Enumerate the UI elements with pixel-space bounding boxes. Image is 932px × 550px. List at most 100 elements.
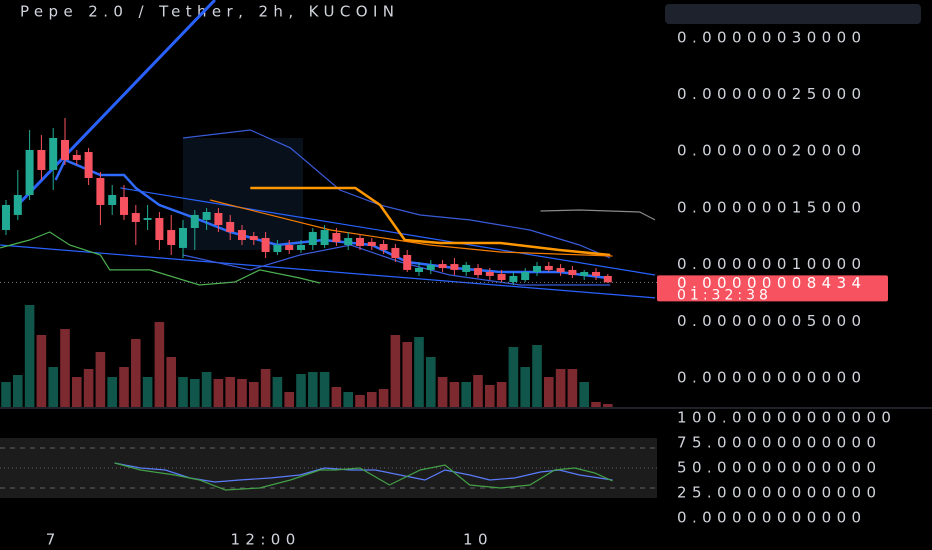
- candle-body: [379, 243, 388, 250]
- volume-bar: [343, 392, 353, 407]
- price-tag-label: 0.00000008434: [677, 274, 867, 292]
- volume-bar: [591, 402, 601, 407]
- volume-bar: [48, 367, 58, 407]
- candle-body: [320, 230, 329, 245]
- y-tick-label: 25.00000000000: [677, 484, 881, 502]
- candle-body: [580, 271, 589, 276]
- volume-bar: [1, 382, 11, 407]
- volume-bar: [36, 335, 47, 407]
- candle-body: [497, 274, 506, 281]
- candle-body: [238, 230, 246, 241]
- volume-bar: [532, 345, 542, 407]
- x-tick-label: 10: [463, 531, 493, 549]
- volume-bar: [355, 395, 365, 407]
- volume-bar: [367, 392, 377, 407]
- volume-bar: [107, 377, 117, 407]
- candle-body: [332, 232, 341, 242]
- volume-bar: [402, 342, 412, 407]
- y-tick-label: 0.00000020000: [677, 142, 867, 160]
- volume-bar: [60, 329, 70, 407]
- volume-bar: [319, 372, 330, 407]
- indicator-line: [182, 244, 611, 286]
- indicator-line: [120, 187, 656, 276]
- candle-body: [226, 221, 235, 232]
- candle-body: [2, 204, 10, 231]
- volume-bar: [166, 357, 176, 407]
- candle-body: [202, 212, 211, 220]
- indicator-line: [16, 0, 216, 207]
- candle-body: [356, 237, 364, 247]
- candle-body: [273, 244, 282, 253]
- candle-body: [131, 213, 140, 222]
- volume-bar: [603, 404, 613, 407]
- volume-bar: [131, 339, 141, 407]
- y-tick-label: 100.00000000000: [677, 409, 896, 427]
- candle-body: [190, 214, 199, 228]
- candle-body: [509, 275, 518, 282]
- indicator-line: [250, 186, 611, 257]
- candle-body: [556, 268, 565, 272]
- candle-body: [403, 254, 412, 270]
- volume-bar: [119, 367, 129, 407]
- volume-bar: [225, 377, 235, 407]
- candle-body: [568, 269, 577, 276]
- candle-body: [143, 218, 152, 220]
- candle-body: [120, 197, 128, 215]
- y-tick-label: 0.00000005000: [677, 312, 867, 330]
- volume-bar: [296, 374, 306, 407]
- candle-body: [415, 268, 423, 272]
- candle-body: [426, 264, 435, 270]
- toolbar-box[interactable]: [665, 4, 921, 24]
- volume-bar: [272, 377, 283, 407]
- y-tick-label: 50.00000000000: [677, 459, 881, 477]
- indicator-line: [182, 129, 611, 259]
- candle-body: [96, 177, 105, 205]
- volume-bar: [142, 377, 153, 407]
- volume-bar: [190, 379, 200, 407]
- y-tick-label: 0.00000000000: [677, 368, 867, 386]
- candle-body: [261, 237, 270, 253]
- volume-bar: [485, 385, 495, 407]
- volume-bar: [249, 382, 259, 407]
- volume-bar: [154, 322, 165, 407]
- candle-body: [521, 271, 530, 281]
- candle-body: [37, 149, 46, 170]
- indicator-line: [209, 199, 613, 257]
- volume-bar: [426, 357, 436, 407]
- volume-bar: [437, 377, 448, 407]
- volume-bar: [331, 387, 342, 407]
- volume-bar: [378, 389, 389, 407]
- candle-body: [25, 149, 34, 195]
- candle-body: [108, 194, 117, 205]
- candle-body: [391, 247, 400, 259]
- candle-body: [214, 213, 223, 226]
- candle-body: [49, 137, 58, 170]
- candle-body: [592, 271, 600, 276]
- volume-bar: [473, 375, 483, 407]
- volume-bar: [178, 377, 188, 407]
- y-tick-label: 0.00000025000: [677, 85, 867, 103]
- volume-bar: [449, 382, 460, 407]
- y-tick-label: 0.00000015000: [677, 198, 867, 216]
- volume-bar: [24, 305, 35, 407]
- volume-bar: [508, 347, 519, 407]
- volume-bar: [83, 369, 94, 407]
- volume-bar: [260, 369, 271, 407]
- candle-body: [155, 218, 164, 241]
- candle-body: [367, 241, 376, 247]
- candle-body: [72, 154, 81, 160]
- indicator-line: [0, 244, 656, 299]
- candle-body: [61, 140, 69, 160]
- volume-bar: [544, 377, 554, 407]
- candle-body: [179, 227, 187, 248]
- chart-title: Pepe 2.0 / Tether, 2h, KUCOIN: [20, 3, 399, 21]
- volume-bar: [555, 369, 566, 407]
- volume-bar: [201, 372, 212, 407]
- candle-body: [13, 194, 22, 215]
- candle-body: [84, 152, 93, 178]
- y-tick-label: 0.00000030000: [677, 28, 867, 46]
- candle-body: [485, 271, 494, 276]
- volume-bar: [95, 352, 106, 407]
- candle-body: [308, 231, 317, 245]
